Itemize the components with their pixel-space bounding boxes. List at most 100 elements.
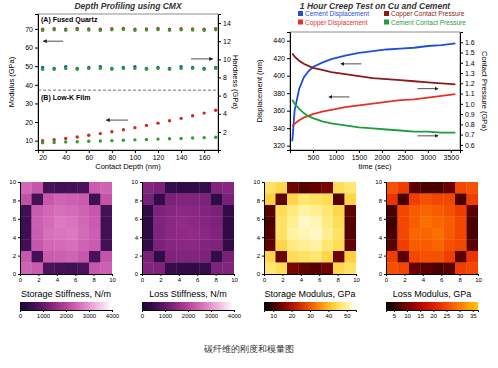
tick: 0 xyxy=(257,271,264,277)
line xyxy=(292,54,455,85)
axis: 500100015002000250030003500 xyxy=(291,150,461,161)
point xyxy=(76,67,79,70)
cell xyxy=(386,217,398,229)
tick-mark xyxy=(18,200,20,201)
cell xyxy=(177,217,189,229)
tick: 0 xyxy=(379,271,386,277)
cell xyxy=(188,228,200,240)
cell xyxy=(101,205,113,217)
tick-label: 160 xyxy=(199,154,211,161)
axis: 0246810 xyxy=(141,274,239,283)
tick: 0.8 xyxy=(460,121,475,128)
cell xyxy=(142,240,154,252)
tick: 400 xyxy=(273,72,290,79)
tick: 8 xyxy=(92,274,96,283)
tick-label: 6 xyxy=(196,277,200,283)
cell xyxy=(223,251,235,263)
tick-label: 1500 xyxy=(352,154,368,161)
tick-label: 1.4 xyxy=(465,60,475,67)
marks xyxy=(41,27,217,145)
point xyxy=(64,29,67,32)
cell xyxy=(200,194,212,206)
tick: 2 xyxy=(159,274,163,283)
cell xyxy=(66,194,78,206)
tick: 80 xyxy=(108,150,116,161)
tick-mark xyxy=(112,150,113,153)
tick: 10 xyxy=(9,179,20,185)
point xyxy=(52,28,55,31)
y-axis-title: Modulus (GPa) xyxy=(7,56,16,107)
point xyxy=(122,66,125,69)
cell xyxy=(43,240,55,252)
tick-mark xyxy=(287,93,290,94)
annotation: (A) Fused Quartz xyxy=(41,16,98,24)
tick-label: 500 xyxy=(308,154,320,161)
point xyxy=(156,66,159,69)
cell xyxy=(287,182,299,194)
axis: 0246810 xyxy=(19,274,117,283)
axis: 0246810 xyxy=(9,179,20,277)
tick: 0 xyxy=(141,274,145,283)
cell xyxy=(188,182,200,194)
tick-label: 20 xyxy=(289,313,296,319)
tick: 8 xyxy=(13,198,20,204)
arrow xyxy=(43,41,63,42)
cell xyxy=(66,228,78,240)
tick-mark xyxy=(262,256,264,257)
tick-mark xyxy=(478,274,479,276)
tick-mark xyxy=(18,274,20,275)
tick: 10 xyxy=(25,137,38,144)
tick-label: 4 xyxy=(13,235,17,241)
cell xyxy=(177,263,189,275)
point xyxy=(168,119,171,122)
cell xyxy=(287,205,299,217)
point xyxy=(87,134,90,137)
tick: 8 xyxy=(135,198,142,204)
tick: 2 xyxy=(13,253,20,259)
tick-mark xyxy=(359,150,360,153)
tick-label: 4000 xyxy=(228,313,242,319)
legend-label: Copper Contact Pressure xyxy=(391,10,465,18)
cell xyxy=(177,182,189,194)
tick: 1000 xyxy=(329,150,345,161)
tick-mark xyxy=(112,310,113,312)
tick-label: 6 xyxy=(135,216,139,222)
tick-mark xyxy=(234,310,235,312)
tick-label: 80 xyxy=(108,154,116,161)
tick-mark xyxy=(319,274,320,276)
cell xyxy=(55,205,67,217)
cell xyxy=(322,263,334,275)
tick-mark xyxy=(188,310,189,312)
tick-label: 0 xyxy=(19,313,23,319)
tick: 2500 xyxy=(398,150,414,161)
point xyxy=(145,138,148,141)
point xyxy=(99,132,102,135)
tick-mark xyxy=(181,150,182,153)
cell xyxy=(66,240,78,252)
tick-mark xyxy=(142,310,143,312)
tick-mark xyxy=(218,77,221,78)
tick-label: 10 xyxy=(131,179,138,185)
tick-label: 10 xyxy=(404,313,411,319)
point xyxy=(179,137,182,140)
arrow xyxy=(191,58,213,59)
tick-label: 50 xyxy=(25,63,33,70)
tick-label: 10 xyxy=(475,277,482,283)
cell xyxy=(142,194,154,206)
axis-line xyxy=(219,15,222,151)
tick-mark xyxy=(204,150,205,153)
tick-mark xyxy=(112,274,113,276)
cell xyxy=(165,263,177,275)
cell xyxy=(333,182,345,194)
cell xyxy=(322,182,334,194)
legend: Cement DisplacementCopper DisplacementCo… xyxy=(298,10,466,27)
tick-label: 60 xyxy=(25,44,33,51)
cell xyxy=(154,194,166,206)
cell xyxy=(211,205,223,217)
tick-label: 1.1 xyxy=(465,90,475,97)
tick-mark xyxy=(89,150,90,153)
point xyxy=(156,121,159,124)
tick: 3000 xyxy=(83,310,97,319)
axis: 320340360380400420440 xyxy=(273,33,290,151)
tick-label: 6 xyxy=(257,216,261,222)
